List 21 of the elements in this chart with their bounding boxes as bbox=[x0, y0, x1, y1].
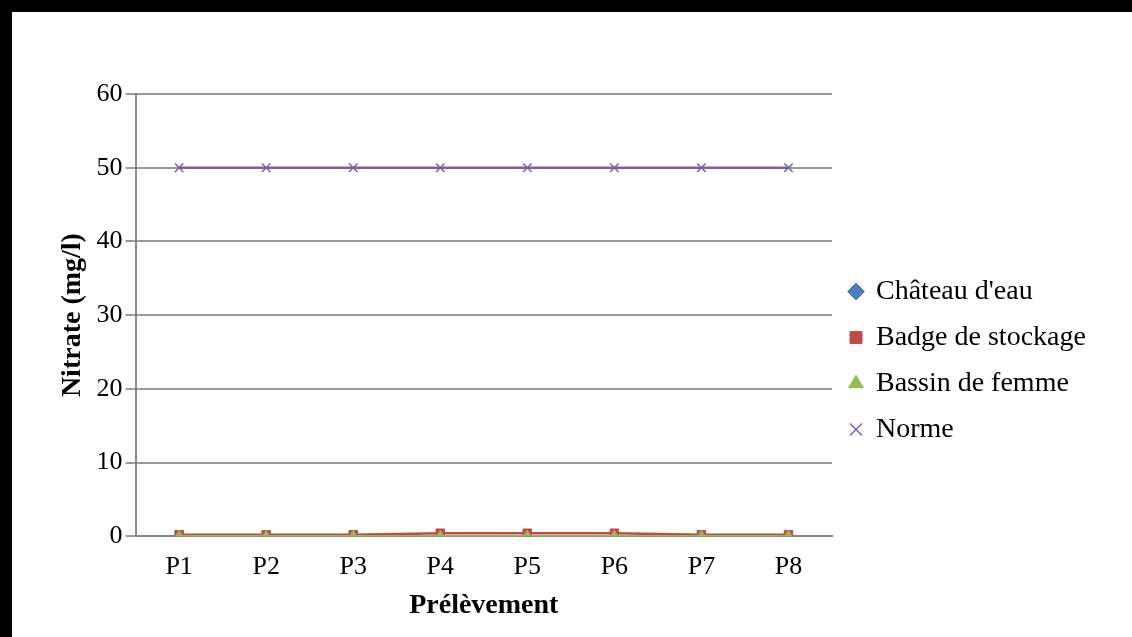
y-tick-label: 0 bbox=[109, 520, 123, 550]
x-axis-title: Prélèvement bbox=[409, 588, 560, 620]
x-tick-label: P4 bbox=[426, 550, 455, 580]
legend-label: Bassin de femme bbox=[876, 365, 1069, 397]
y-axis-title: Nitrate (mg/l) bbox=[55, 233, 87, 398]
y-tick-label: 20 bbox=[96, 372, 123, 402]
y-tick-label: 40 bbox=[96, 225, 123, 255]
x-tick-label: P8 bbox=[774, 550, 803, 580]
x-tick-label: P2 bbox=[252, 550, 280, 580]
x-tick-label: P5 bbox=[513, 550, 542, 580]
y-tick-label: 60 bbox=[96, 77, 123, 107]
legend-label: Badge de stockage bbox=[876, 319, 1086, 351]
legend-label: Château d'eau bbox=[876, 273, 1033, 305]
x-tick-label: P1 bbox=[165, 550, 193, 580]
y-tick-label: 30 bbox=[96, 298, 123, 328]
x-tick-label: P7 bbox=[687, 550, 716, 580]
y-tick-label: 50 bbox=[96, 151, 123, 181]
y-tick-label: 10 bbox=[96, 446, 123, 476]
legend-label: Norme bbox=[876, 411, 954, 443]
x-tick-label: P6 bbox=[600, 550, 629, 580]
x-tick-label: P3 bbox=[339, 550, 367, 580]
